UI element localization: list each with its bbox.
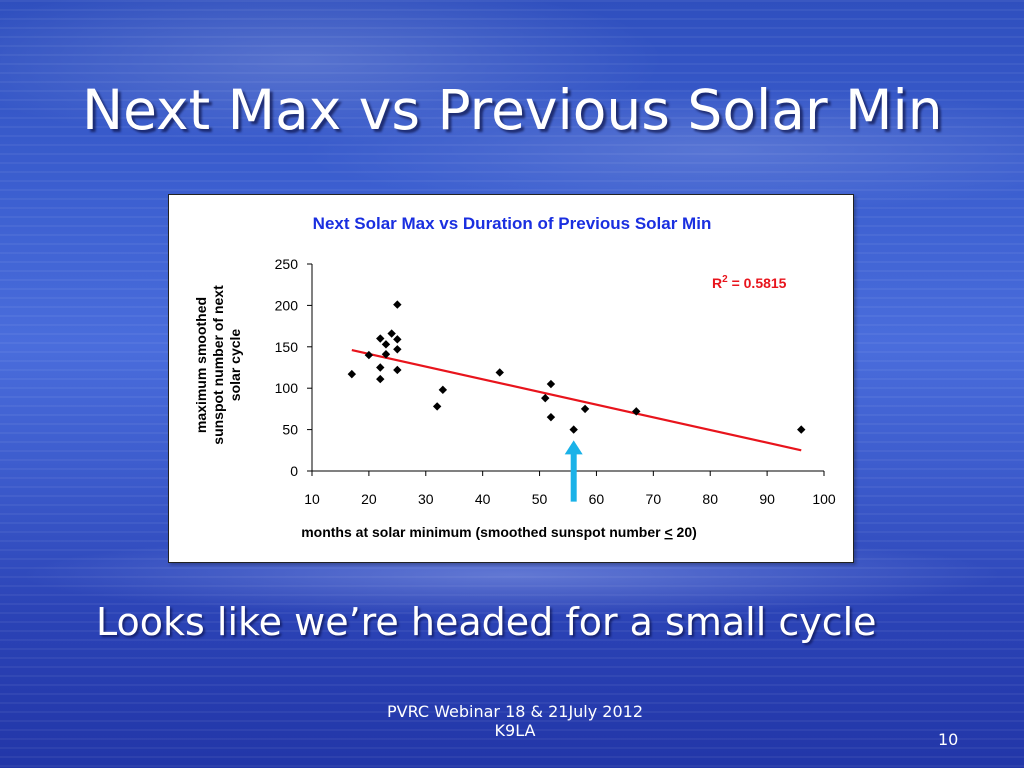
- x-tick-label: 70: [646, 491, 662, 507]
- x-tick-label: 90: [759, 491, 775, 507]
- x-tick-label: 100: [812, 491, 836, 507]
- data-point: [797, 425, 806, 434]
- data-point: [569, 425, 578, 434]
- slide-footer: PVRC Webinar 18 & 21July 2012 K9LA: [360, 702, 670, 740]
- y-tick-label: 50: [282, 422, 298, 438]
- data-point: [376, 363, 385, 372]
- slide-subtitle: Looks like we’re headed for a small cycl…: [96, 600, 877, 644]
- x-tick-label: 10: [304, 491, 320, 507]
- footer-line-1: PVRC Webinar 18 & 21July 2012: [386, 702, 644, 721]
- annotation-arrow-head: [564, 440, 583, 455]
- y-tick-label: 150: [275, 339, 299, 355]
- y-tick-label: 100: [275, 380, 299, 396]
- data-point: [393, 345, 402, 354]
- y-axis-label-line-3: solar cycle: [227, 329, 243, 402]
- slide-title: Next Max vs Previous Solar Min: [82, 78, 943, 142]
- r-squared-label: R2 = 0.5815: [712, 274, 787, 291]
- footer-line-2: K9LA: [494, 721, 536, 740]
- x-tick-label: 40: [475, 491, 491, 507]
- trendline: [351, 349, 802, 452]
- y-tick-label: 0: [290, 463, 298, 479]
- data-point: [376, 334, 385, 343]
- data-point: [381, 350, 391, 359]
- data-point: [541, 393, 550, 403]
- data-point: [546, 379, 556, 389]
- y-tick-label: 200: [275, 297, 299, 313]
- data-point: [438, 385, 448, 395]
- data-point: [393, 300, 402, 309]
- data-point: [546, 412, 556, 422]
- data-point: [393, 365, 402, 375]
- x-tick-label: 50: [532, 491, 548, 507]
- data-point: [580, 404, 590, 414]
- data-point: [381, 340, 391, 349]
- slide-number: 10: [938, 730, 959, 749]
- data-point: [432, 402, 442, 411]
- x-tick-label: 20: [361, 491, 377, 507]
- scatter-chart: Next Solar Max vs Duration of Previous S…: [193, 214, 836, 540]
- data-point: [364, 350, 374, 360]
- chart-title: Next Solar Max vs Duration of Previous S…: [313, 214, 712, 233]
- data-point: [393, 335, 402, 344]
- y-axis-label-line-2: sunspot number of next: [210, 285, 226, 445]
- chart-frame: Next Solar Max vs Duration of Previous S…: [168, 194, 854, 563]
- x-tick-label: 80: [702, 491, 718, 507]
- x-axis-label: months at solar minimum (smoothed sunspo…: [301, 524, 697, 540]
- y-tick-label: 250: [275, 256, 299, 272]
- y-axis-label-line-1: maximum smoothed: [193, 297, 209, 433]
- data-point: [495, 368, 504, 377]
- data-point: [376, 374, 385, 384]
- y-axis-label: maximum smoothed sunspot number of next …: [193, 285, 243, 445]
- data-point: [387, 329, 396, 338]
- x-tick-label: 30: [418, 491, 434, 507]
- x-tick-label: 60: [589, 491, 605, 507]
- data-point: [347, 369, 357, 379]
